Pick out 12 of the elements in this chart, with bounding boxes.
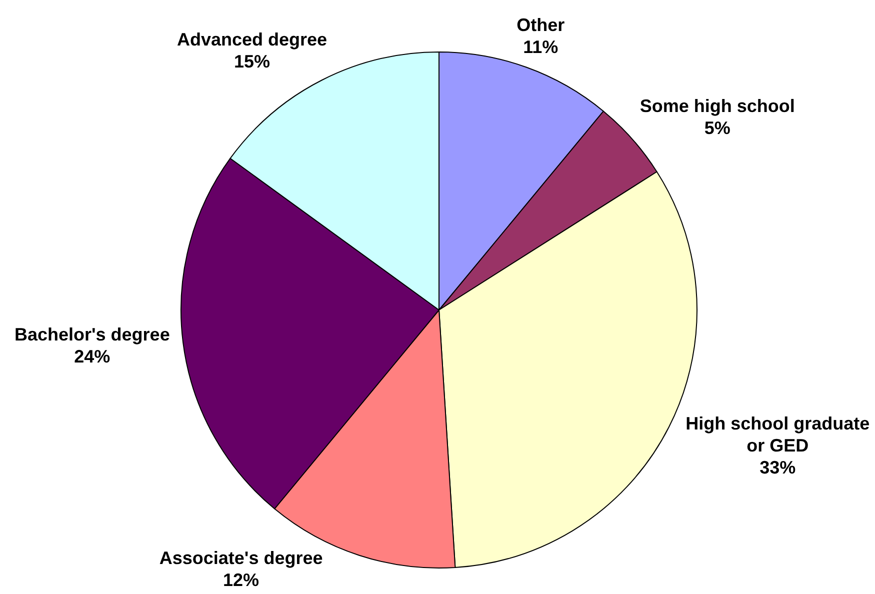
slice-label: Other <box>516 15 565 36</box>
data-label: 33% <box>760 458 796 478</box>
data-label: 11% <box>523 37 558 58</box>
slice-label: Associate's degree <box>159 548 323 568</box>
data-label: 12% <box>223 570 260 590</box>
data-label: 5% <box>704 118 730 138</box>
data-label: 24% <box>74 346 110 366</box>
slice-label: Some high school <box>640 96 795 116</box>
data-label: 15% <box>234 52 270 72</box>
slice-label: High school graduate or GED <box>686 414 870 456</box>
slice-label: Advanced degree <box>176 30 328 50</box>
slice-label: Bachelor's degree <box>14 324 170 344</box>
